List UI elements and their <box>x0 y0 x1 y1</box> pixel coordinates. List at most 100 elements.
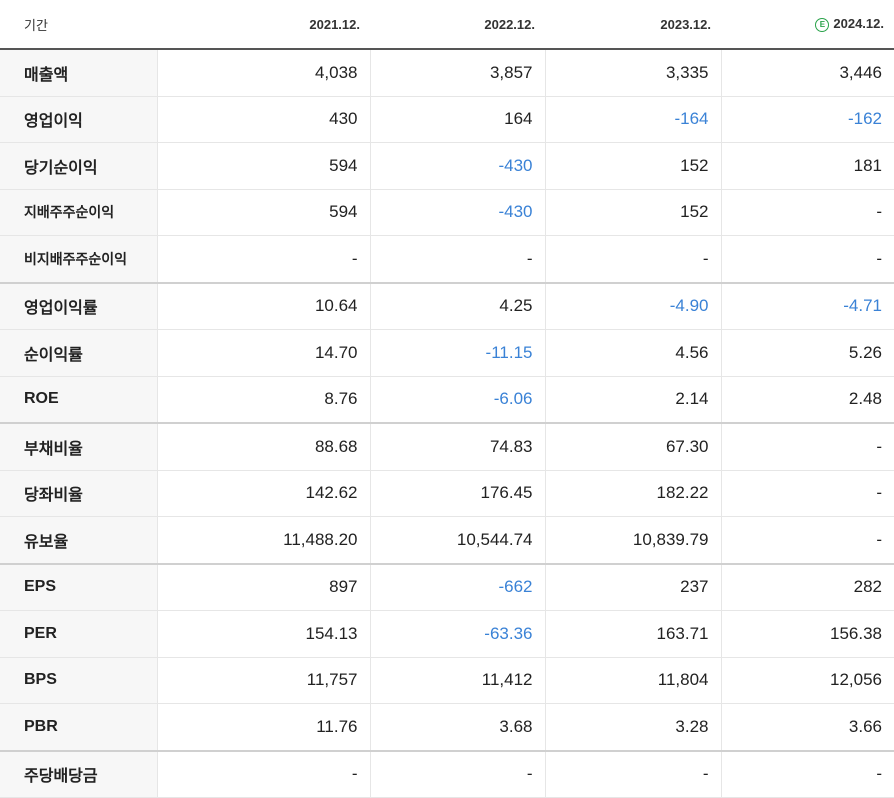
table-body: 매출액 4,038 3,857 3,335 3,446 영업이익 430 164 -164 -16… <box>0 49 894 798</box>
table-cell: 237 <box>544 562 721 611</box>
period-header-2: 2023.12. <box>545 0 721 50</box>
table-cell: 154.13 <box>156 610 370 658</box>
row-label: 영업이익률 <box>0 281 157 330</box>
table-cell: 88.68 <box>156 422 370 471</box>
table-cell: 594 <box>156 189 370 236</box>
table-cell: 12,056 <box>720 657 894 704</box>
table-cell: 11,488.20 <box>156 516 370 564</box>
row-label: PBR <box>0 703 157 751</box>
table-cell: - <box>369 749 545 798</box>
table-cell: 152 <box>544 142 721 190</box>
row-label: 매출액 <box>0 49 157 97</box>
table-cell: - <box>720 235 894 283</box>
table-cell: -4.71 <box>720 281 894 330</box>
table-cell: 163.71 <box>544 610 721 658</box>
period-header-1: 2022.12. <box>370 0 545 50</box>
table-cell: 14.70 <box>156 329 370 377</box>
table-cell: -164 <box>544 96 721 143</box>
period-label: 2023.12. <box>660 16 711 32</box>
table-cell: 11,757 <box>156 657 370 704</box>
period-label: 2021.12. <box>309 16 360 32</box>
table-row: 부채비율 88.68 74.83 67.30- <box>0 422 894 471</box>
period-header-0: 2021.12. <box>157 0 370 50</box>
table-row: 당좌비율 142.62 176.45 182.22- <box>0 470 894 517</box>
table-cell: 3.68 <box>369 703 545 751</box>
table-cell: 4.56 <box>544 329 721 377</box>
table-cell: 3.66 <box>720 703 894 751</box>
table-cell: 164 <box>369 96 545 143</box>
table-cell: 8.76 <box>156 376 370 424</box>
table-cell: 2.14 <box>544 376 721 424</box>
table-cell: 11,804 <box>544 657 721 704</box>
table-cell: -4.90 <box>544 281 721 330</box>
table-cell: - <box>156 749 370 798</box>
row-label: 순이익률 <box>0 329 157 377</box>
table-cell: 4,038 <box>156 49 370 97</box>
table-row: 순이익률 14.70 -11.15 4.56 5.26 <box>0 329 894 377</box>
table-cell: 3.28 <box>544 703 721 751</box>
table-cell: 10,544.74 <box>369 516 545 564</box>
table-cell: 10,839.79 <box>544 516 721 564</box>
table-cell: 10.64 <box>156 281 370 330</box>
table-cell: 4.25 <box>369 281 545 330</box>
period-label: 2024.12. <box>833 16 884 31</box>
table-cell: - <box>544 749 721 798</box>
table-row: ROE 8.76 -6.06 2.14 2.48 <box>0 376 894 424</box>
table-cell: 430 <box>156 96 370 143</box>
row-label: 당좌비율 <box>0 470 157 517</box>
table-row: 유보율 11,488.20 10,544.74 10,839.79- <box>0 516 894 564</box>
table-row: 비지배주주순이익 - - - - <box>0 235 894 283</box>
table-cell: -6.06 <box>369 376 545 424</box>
table-cell: 11.76 <box>156 703 370 751</box>
table-cell: -63.36 <box>369 610 545 658</box>
row-label: EPS <box>0 562 157 611</box>
table-cell: -11.15 <box>369 329 545 377</box>
row-label: 영업이익 <box>0 96 157 143</box>
table-cell: - <box>720 749 894 798</box>
table-cell: - <box>720 516 894 564</box>
table-cell: - <box>156 235 370 283</box>
table-row: PER 154.13 -63.36 163.71 156.38 <box>0 610 894 658</box>
table-cell: 5.26 <box>720 329 894 377</box>
table-cell: 152 <box>544 189 721 236</box>
table-cell: - <box>544 235 721 283</box>
table-cell: 142.62 <box>156 470 370 517</box>
table-cell: 181 <box>720 142 894 190</box>
table-row: 영업이익 430 164 -164 -162 <box>0 96 894 143</box>
table-cell: 3,857 <box>369 49 545 97</box>
table-cell: 67.30 <box>544 422 721 471</box>
table-row: 지배주주순이익 594 -430 152- <box>0 189 894 236</box>
table-row: 매출액 4,038 3,857 3,335 3,446 <box>0 49 894 97</box>
table-cell: 3,446 <box>720 49 894 97</box>
table-cell: -430 <box>369 189 545 236</box>
table-cell: -162 <box>720 96 894 143</box>
table-cell: -662 <box>369 562 545 611</box>
table-cell: 156.38 <box>720 610 894 658</box>
table-cell: 3,335 <box>544 49 721 97</box>
table-row: PBR 11.76 3.68 3.28 3.66 <box>0 703 894 751</box>
estimate-icon: E <box>815 18 830 32</box>
period-header-3: E 2024.12. <box>721 0 894 50</box>
period-label: 2022.12. <box>484 16 535 32</box>
table-row: BPS 11,757 11,412 11,804 12,056 <box>0 657 894 704</box>
row-label: 주당배당금 <box>0 749 157 798</box>
row-label: ROE <box>0 376 157 424</box>
table-cell: - <box>369 235 545 283</box>
table-row: 영업이익률 10.64 4.25 -4.90 -4.71 <box>0 281 894 330</box>
row-label: 유보율 <box>0 516 157 564</box>
row-label: BPS <box>0 657 157 704</box>
table-row: 당기순이익 594 -430 152 181 <box>0 142 894 190</box>
row-label: 지배주주순이익 <box>0 189 157 236</box>
table-cell: 74.83 <box>369 422 545 471</box>
row-label: 비지배주주순이익 <box>0 235 157 283</box>
table-row: 주당배당금 - - - - <box>0 749 894 798</box>
table-cell: 176.45 <box>369 470 545 517</box>
header-row: 기간 2021.12. 2022.12. 2023.12. E 2024.12. <box>0 0 894 50</box>
table-cell: 594 <box>156 142 370 190</box>
table-cell: 282 <box>720 562 894 611</box>
table-row: EPS 897 -662 237 282 <box>0 562 894 611</box>
row-label: 부채비율 <box>0 422 157 471</box>
table-cell: - <box>720 470 894 517</box>
table-cell: -430 <box>369 142 545 190</box>
